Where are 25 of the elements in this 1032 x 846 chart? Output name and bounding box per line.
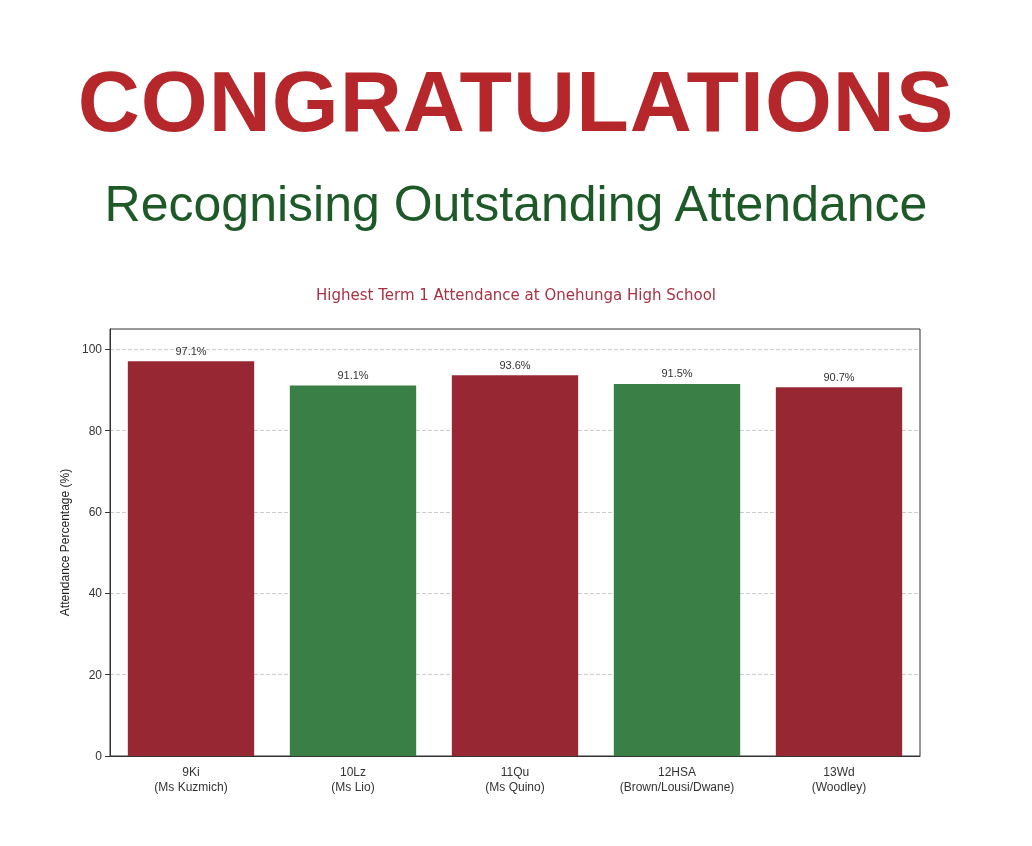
bar — [289, 385, 417, 756]
x-tick-label: 11Qu (Ms Quino) — [485, 764, 545, 794]
data-label: 97.1% — [175, 344, 207, 357]
y-tick-label: 40 — [88, 586, 103, 601]
data-label: 91.1% — [337, 369, 369, 382]
data-label: 90.7% — [823, 370, 855, 383]
bar — [451, 375, 579, 756]
bar — [613, 383, 741, 756]
y-tick-label: 0 — [95, 749, 103, 763]
y-tick-label: 20 — [88, 667, 103, 682]
x-tick-label: 12HSA (Brown/Lousi/Dwane) — [619, 764, 735, 794]
x-tick-label: 13Wd (Woodley) — [811, 764, 867, 794]
data-label: 93.6% — [499, 358, 531, 371]
y-tick-label: 60 — [88, 505, 103, 519]
chart-subtitle: Recognising Outstanding Attendance — [103, 175, 929, 233]
y-tick-label: 80 — [88, 423, 103, 438]
x-tick-label: 9Ki (Ms Kuzmich) — [154, 764, 228, 794]
text: Highest Term 1 Attendance at Onehunga High School — [316, 285, 716, 304]
x-tick-label: 10Lz (Ms Lio) — [331, 764, 375, 794]
data-label: 91.5% — [661, 367, 693, 380]
chart-title: CONGRATULATIONS — [76, 52, 956, 151]
bar — [775, 387, 903, 756]
y-axis-title: Attendance Percentage (%) — [58, 468, 73, 617]
bar — [127, 361, 255, 756]
y-tick-label: 100 — [81, 342, 103, 357]
